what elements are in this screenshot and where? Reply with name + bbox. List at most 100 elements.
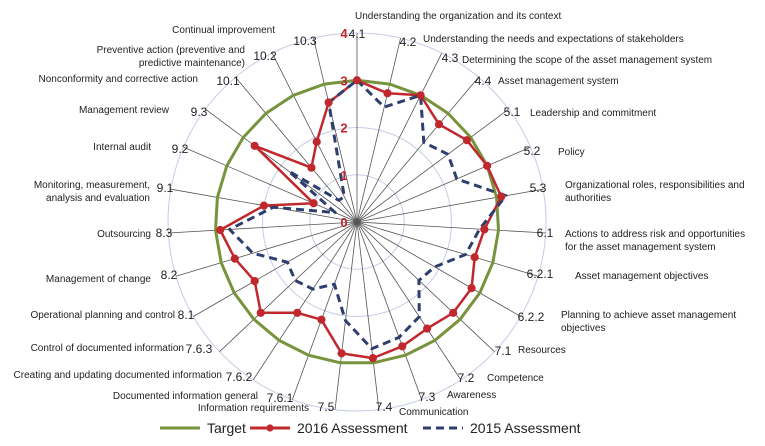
category-code-label: 10.2	[253, 49, 277, 63]
category-name-label: Understanding the needs and expectations…	[423, 34, 684, 45]
marker-2016-point	[398, 342, 407, 351]
marker-2016-point	[462, 136, 472, 145]
spoke-line	[183, 146, 358, 223]
spoke-line	[356, 38, 401, 223]
marker-2016-point	[467, 284, 476, 293]
spoke-line	[356, 221, 423, 400]
category-name-label: Preventive action (preventive and	[97, 45, 245, 56]
category-code-label: 4.3	[442, 51, 459, 65]
spoke-line	[356, 146, 531, 223]
category-name-label: Understanding the organization and its c…	[355, 11, 561, 22]
marker-2016-point	[480, 225, 489, 234]
marker-2016-point	[250, 141, 259, 150]
radial-tick-label: 4	[340, 26, 348, 41]
series-line-2015-assessment	[228, 78, 508, 351]
marker-2016-point	[259, 201, 269, 210]
category-code-label: 5.3	[530, 181, 547, 195]
spoke-line	[356, 52, 443, 223]
category-name-label: authorities	[565, 193, 611, 204]
category-name-label: Awareness	[447, 390, 496, 401]
spoke-line	[356, 188, 544, 223]
legend: Target 2016 Assessment 2015 Assessment	[160, 420, 581, 436]
category-name-label: Documented information general	[113, 391, 258, 402]
category-code-label: 7.3	[419, 390, 436, 404]
spoke-line	[356, 221, 546, 234]
spoke-line	[356, 221, 539, 277]
marker-2016-point	[470, 253, 479, 262]
spoke-line	[291, 221, 358, 400]
spoke-line	[205, 108, 358, 223]
category-name-label: Management review	[79, 105, 170, 116]
spoke-line	[356, 221, 495, 352]
category-name-label: Continual improvement	[172, 25, 275, 36]
marker-2016-point	[312, 137, 321, 146]
radial-tick-label: 2	[340, 121, 347, 136]
marker-2016-point	[256, 308, 265, 317]
series-line-2016-assessment	[218, 79, 503, 360]
category-name-label: analysis and evaluation	[46, 193, 150, 204]
category-name-label: predictive maintenance)	[139, 58, 245, 69]
marker-2016-point	[324, 98, 333, 107]
category-code-label: 7.6.3	[186, 342, 213, 356]
category-code-label: 6.1	[537, 226, 554, 240]
radial-tick-label: 1	[340, 168, 347, 183]
category-code-label: 6.2.2	[518, 310, 545, 324]
spoke-line	[356, 108, 509, 223]
radar-grid	[167, 32, 547, 412]
category-name-label: Internal audit	[93, 142, 151, 153]
category-name-label: Nonconformity and corrective action	[38, 74, 198, 85]
marker-2016-point	[368, 353, 378, 363]
radial-tick-label: 3	[340, 73, 347, 88]
category-name-label: Control of documented information	[31, 343, 184, 354]
category-name-label: Leadership and commitment	[530, 108, 656, 119]
spoke-line	[175, 221, 358, 277]
category-code-label: 7.6.1	[267, 391, 294, 405]
marker-2016-point	[293, 308, 302, 317]
category-code-label: 5.2	[524, 144, 541, 158]
category-code-label: 7.6.2	[226, 370, 253, 384]
marker-2016-point	[434, 120, 444, 129]
marker-2016-point	[250, 276, 259, 286]
category-code-label: 8.1	[178, 308, 195, 322]
category-name-label: Operational planning and control	[30, 310, 175, 321]
category-code-label: 9.2	[172, 142, 189, 156]
marker-2016-point	[337, 349, 346, 358]
spoke-line	[356, 221, 380, 410]
marker-2016-point	[309, 199, 318, 208]
spoke-line	[193, 221, 358, 317]
category-code-label: 5.1	[504, 105, 521, 119]
category-code-label: 7.1	[495, 344, 512, 358]
category-name-label: Asset management objectives	[575, 271, 708, 282]
marker-2016-point	[497, 192, 506, 201]
radial-tick-labels: 0 1 2 3 4	[340, 26, 348, 230]
legend-label: 2016 Assessment	[297, 420, 408, 436]
category-name-label: Asset management system	[498, 76, 619, 87]
marker-2016-point	[317, 315, 326, 324]
category-name-label: Resources	[518, 345, 566, 356]
category-code-label: 10.1	[216, 74, 240, 88]
category-name-label: Policy	[558, 147, 585, 158]
category-name-label: Information requirements	[198, 403, 309, 414]
category-name-label: for the asset management system	[565, 242, 716, 253]
category-code-label: 6.2.1	[527, 267, 554, 281]
series-line-target	[214, 78, 500, 365]
category-name-label: Monitoring, measurement,	[34, 180, 150, 191]
spoke-line	[356, 221, 462, 381]
spoke-line	[313, 38, 358, 223]
spoke-line	[334, 221, 358, 410]
category-name-label: Creating and updating documented informa…	[14, 370, 222, 381]
category-code-label: 4.1	[349, 27, 366, 41]
category-name-label: Outsourcing	[97, 229, 151, 240]
category-code-label: 4.4	[475, 74, 492, 88]
legend-label: Target	[207, 420, 246, 436]
category-code-label: 7.2	[458, 371, 475, 385]
category-name-label: Actions to address risk and opportunitie…	[565, 229, 745, 240]
marker-2016-point	[483, 161, 492, 170]
category-code-label: 7.5	[318, 400, 335, 414]
marker-2016-point	[352, 76, 362, 85]
spoke-line	[356, 221, 521, 317]
legend-label: 2015 Assessment	[470, 420, 581, 436]
category-code-label: 8.2	[161, 268, 178, 282]
category-code-label: 9.1	[157, 181, 174, 195]
